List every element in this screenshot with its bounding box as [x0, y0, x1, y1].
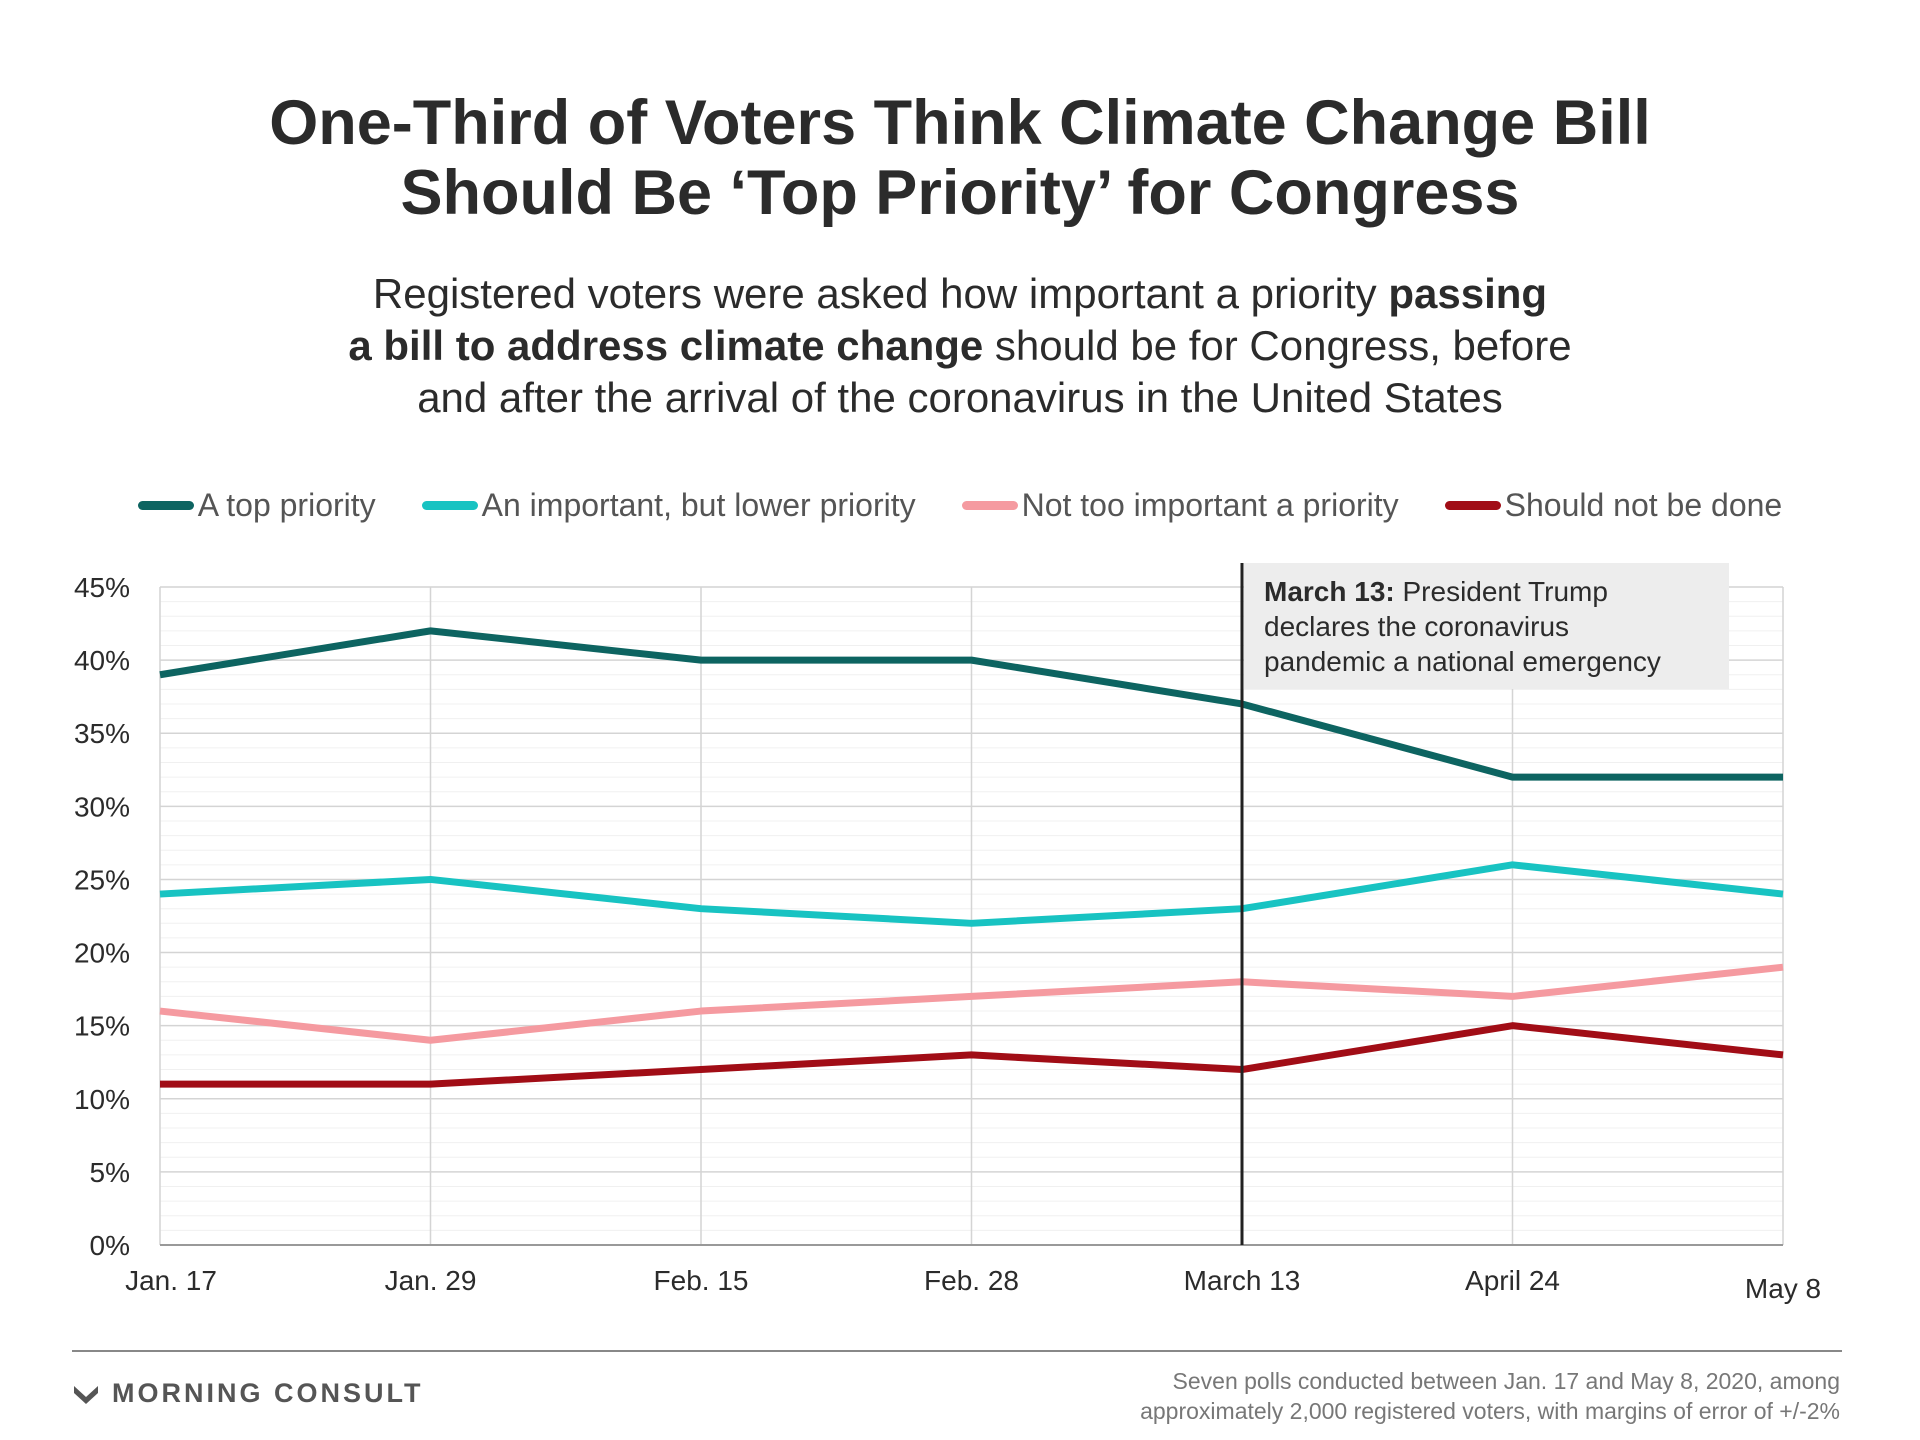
- subtitle-line-1-text: Registered voters were asked how importa…: [372, 270, 1389, 317]
- y-tick-label: 0%: [90, 1230, 130, 1261]
- annotation-line-1: March 13: President Trump: [1264, 576, 1608, 607]
- x-tick-label: March 13: [1184, 1265, 1301, 1296]
- subtitle-line-3: and after the arrival of the coronavirus…: [417, 374, 1503, 421]
- annotation-box: [1244, 563, 1729, 689]
- subtitle-line-1: Registered voters were asked how importa…: [0, 268, 1920, 320]
- y-tick-label: 10%: [74, 1084, 130, 1115]
- legend-item-important-lower: An important, but lower priority: [421, 487, 916, 524]
- y-tick-label: 45%: [74, 572, 130, 603]
- footnote-line-2: approximately 2,000 registered voters, w…: [1140, 1398, 1840, 1424]
- legend-label-should-not-be-done: Should not be done: [1504, 487, 1783, 523]
- legend-item-not-too-important: Not too important a priority: [961, 487, 1399, 524]
- annotation-line-1-rest: President Trump: [1395, 576, 1608, 607]
- y-tick-label: 30%: [74, 791, 130, 822]
- subtitle-line-1-bold: passing: [1388, 270, 1548, 317]
- series-line-should-not-be-done: [160, 1022, 1784, 1088]
- annotation-line-3: pandemic a national emergency: [1264, 646, 1661, 677]
- y-tick-label: 35%: [74, 718, 130, 749]
- morning-consult-logo-icon: [74, 1385, 98, 1404]
- legend-swatch-should-not-be-done: [1444, 501, 1501, 510]
- x-tick-label: Jan. 17: [125, 1265, 217, 1296]
- subtitle-line-2-text: should be for Congress, before: [983, 322, 1572, 369]
- legend-label-not-too-important: Not too important a priority: [1021, 487, 1399, 523]
- legend-item-should-not-be-done: Should not be done: [1444, 487, 1783, 524]
- brand-logo: MORNING CONSULT: [72, 1378, 423, 1409]
- chart-title-line-1: One-Third of Voters Think Climate Change…: [269, 88, 1651, 158]
- chart-title: One-Third of Voters Think Climate Change…: [0, 88, 1920, 228]
- y-tick-label: 20%: [74, 938, 130, 969]
- subtitle-line-2: a bill to address climate change should …: [0, 320, 1920, 372]
- series-lines: [159, 627, 1784, 1088]
- line-chart: 0%5%10%15%20%25%30%35%40%45% Jan. 17 Jan.…: [74, 563, 1821, 1304]
- series-line-not-too-important-a-priority: [159, 963, 1784, 1044]
- chart-legend: A top priority An important, but lower p…: [0, 487, 1920, 524]
- legend-swatch-not-too-important: [961, 501, 1018, 510]
- legend-label-important-lower: An important, but lower priority: [481, 487, 916, 523]
- x-tick-label: May 8: [1745, 1273, 1821, 1304]
- footer-divider: [72, 1350, 1842, 1352]
- chart-title-line-2: Should Be ‘Top Priority’ for Congress: [400, 158, 1520, 228]
- legend-swatch-top-priority: [137, 501, 194, 510]
- subtitle-line-2-bold: a bill to address climate change: [348, 322, 984, 369]
- series-line-a-top-priority: [159, 627, 1783, 781]
- footnote-line-1: Seven polls conducted between Jan. 17 an…: [1172, 1368, 1840, 1394]
- legend-swatch-important-lower: [421, 501, 478, 510]
- legend-item-top-priority: A top priority: [137, 487, 376, 524]
- event-annotation: March 13: President Trump declares the c…: [1244, 563, 1729, 689]
- y-tick-label: 25%: [74, 864, 130, 895]
- series-line-an-important-but-lower-priority: [159, 861, 1784, 927]
- x-tick-label: Feb. 28: [924, 1265, 1019, 1296]
- x-tick-label: Jan. 29: [385, 1265, 477, 1296]
- y-tick-label: 5%: [90, 1157, 130, 1188]
- y-axis: 0% 5% 10% 15% 20% 25% 30% 35% 40% 45%: [74, 572, 130, 1261]
- methodology-note: Seven polls conducted between Jan. 17 an…: [1140, 1366, 1840, 1426]
- x-axis: Jan. 17 Jan. 29 Feb. 15 Feb. 28 March 13 Apri…: [125, 1265, 1821, 1304]
- x-tick-label: April 24: [1465, 1265, 1560, 1296]
- chart-subtitle: Registered voters were asked how importa…: [0, 268, 1920, 424]
- annotation-line-2: declares the coronavirus: [1264, 611, 1569, 642]
- brand-name: MORNING CONSULT: [112, 1378, 424, 1408]
- legend-label-top-priority: A top priority: [197, 487, 376, 523]
- x-tick-label: Feb. 15: [654, 1265, 749, 1296]
- y-tick-label: 15%: [74, 1011, 130, 1042]
- annotation-bold: March 13:: [1264, 576, 1395, 607]
- y-tick-label: 40%: [74, 645, 130, 676]
